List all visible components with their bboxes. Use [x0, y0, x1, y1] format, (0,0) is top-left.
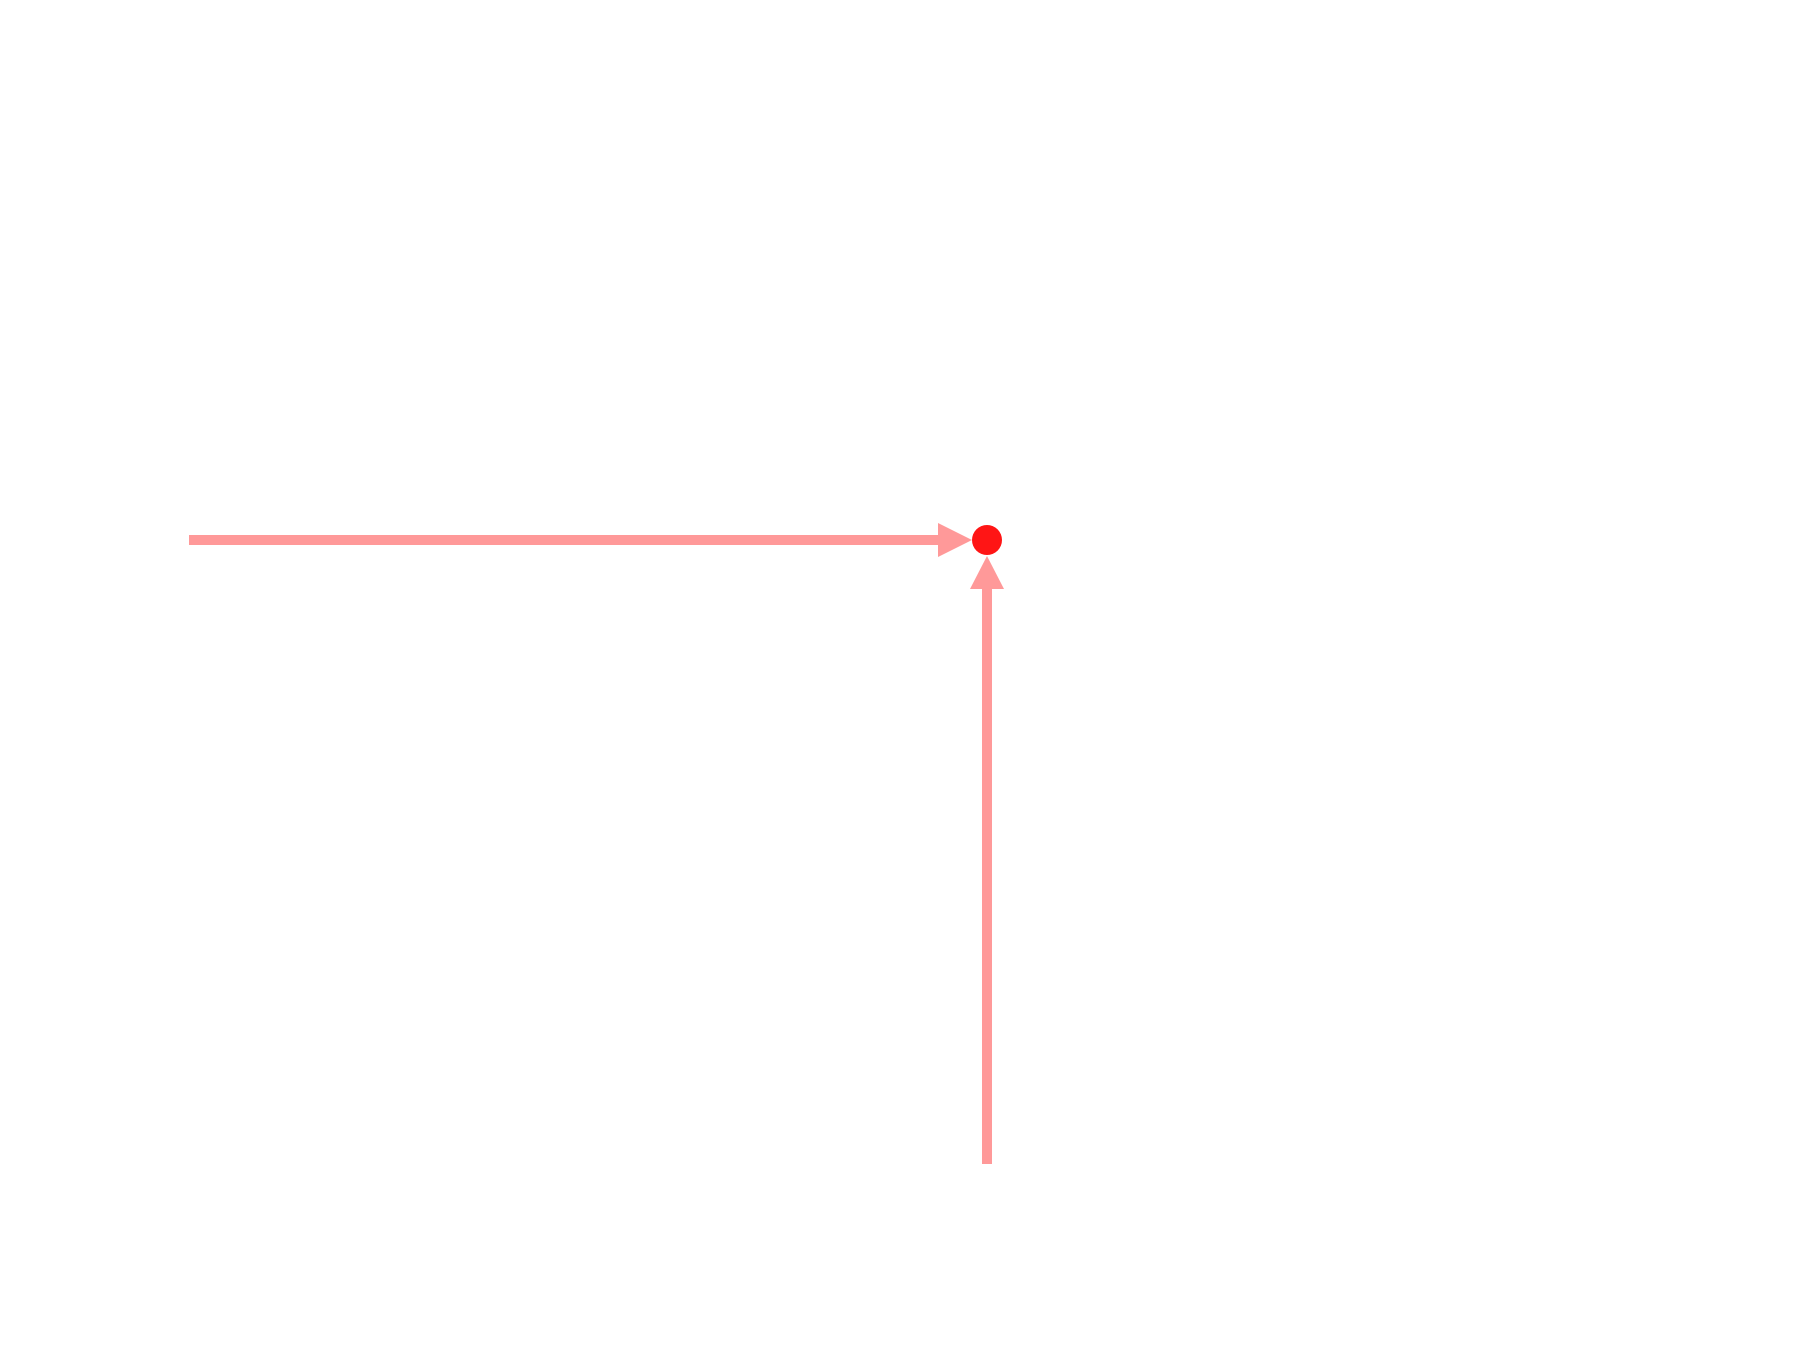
horizontal-arrow-head: [938, 523, 972, 557]
target-point: [972, 525, 1002, 555]
vertical-arrow-head: [970, 556, 1004, 589]
